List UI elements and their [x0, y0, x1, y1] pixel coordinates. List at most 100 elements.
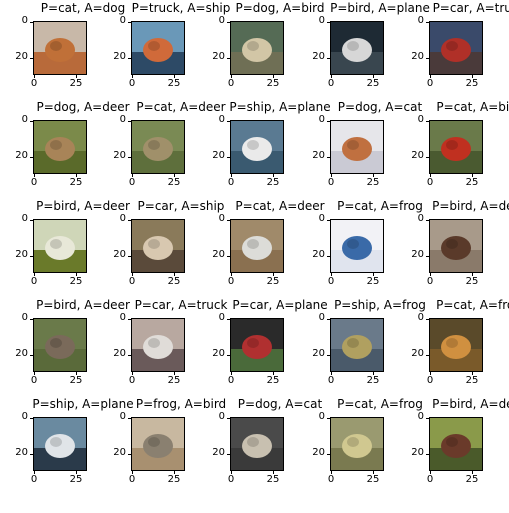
y-tick-label: 20: [15, 51, 28, 62]
y-tick-mark: [128, 355, 131, 356]
x-tick-label: 25: [266, 474, 280, 485]
y-tick-mark: [30, 157, 33, 158]
x-tick-mark: [132, 372, 133, 375]
y-tick-mark: [227, 157, 230, 158]
x-tick-label: 25: [366, 474, 380, 485]
x-tick-mark: [34, 75, 35, 78]
y-tick-label: 0: [417, 213, 424, 224]
y-tick-label: 20: [212, 249, 225, 260]
x-tick-mark: [430, 75, 431, 78]
image-thumbnail: [429, 120, 483, 174]
y-tick-label: 0: [21, 411, 28, 422]
x-tick-label: 0: [128, 177, 136, 188]
x-tick-label: 0: [426, 177, 434, 188]
x-tick-label: 25: [366, 375, 380, 386]
x-tick-label: 0: [128, 474, 136, 485]
x-tick-label: 0: [128, 78, 136, 89]
x-tick-label: 0: [30, 177, 38, 188]
y-tick-mark: [426, 355, 429, 356]
y-tick-label: 20: [411, 249, 424, 260]
y-tick-mark: [327, 22, 330, 23]
x-tick-label: 0: [426, 474, 434, 485]
y-tick-label: 0: [318, 114, 325, 125]
x-tick-mark: [430, 372, 431, 375]
subplot-title: P=car, A=truck: [134, 298, 228, 312]
x-tick-mark: [331, 372, 332, 375]
subplot-title: P=ship, A=plane: [229, 100, 331, 114]
y-tick-mark: [30, 319, 33, 320]
x-tick-mark: [430, 273, 431, 276]
image-subplot: P=ship, A=frog 0 20 0 25: [312, 298, 430, 414]
image-thumbnail: [429, 21, 483, 75]
x-tick-mark: [331, 273, 332, 276]
y-tick-label: 20: [312, 51, 325, 62]
subplot-title: P=cat, A=dog: [40, 1, 126, 15]
x-tick-label: 25: [69, 474, 83, 485]
y-tick-label: 0: [417, 411, 424, 422]
subplot-title: P=dog, A=cat: [337, 100, 423, 114]
y-tick-label: 0: [119, 312, 126, 323]
image-thumbnail: [230, 120, 284, 174]
image-subplot: P=ship, A=plane 0 20 0 25: [15, 397, 133, 513]
x-tick-label: 0: [327, 78, 335, 89]
x-tick-mark: [76, 471, 77, 474]
image-thumbnail: [429, 318, 483, 372]
x-tick-label: 25: [465, 78, 479, 89]
x-tick-mark: [273, 75, 274, 78]
y-tick-mark: [128, 22, 131, 23]
y-tick-label: 20: [113, 51, 126, 62]
y-tick-mark: [30, 22, 33, 23]
x-tick-label: 25: [167, 177, 181, 188]
y-tick-mark: [227, 319, 230, 320]
x-tick-label: 25: [465, 177, 479, 188]
x-tick-label: 25: [266, 276, 280, 287]
y-tick-mark: [128, 220, 131, 221]
y-tick-label: 20: [312, 348, 325, 359]
y-tick-label: 20: [312, 249, 325, 260]
x-tick-mark: [472, 273, 473, 276]
image-subplot: P=cat, A=deer 0 20 0 25: [212, 199, 330, 315]
x-tick-mark: [373, 471, 374, 474]
x-tick-label: 25: [69, 177, 83, 188]
image-thumbnail: [330, 120, 384, 174]
image-thumbnail: [33, 318, 87, 372]
subplot-title: P=dog, A=cat: [237, 397, 323, 411]
y-tick-mark: [128, 256, 131, 257]
image-thumbnail: [131, 318, 185, 372]
y-tick-mark: [128, 454, 131, 455]
x-tick-label: 0: [227, 375, 235, 386]
subplot-title: P=dog, A=deer: [36, 100, 130, 114]
y-tick-mark: [426, 22, 429, 23]
x-tick-label: 25: [465, 276, 479, 287]
x-tick-mark: [430, 174, 431, 177]
y-tick-label: 0: [417, 114, 424, 125]
x-tick-mark: [174, 273, 175, 276]
y-tick-label: 0: [21, 15, 28, 26]
y-tick-mark: [426, 121, 429, 122]
x-tick-label: 0: [426, 78, 434, 89]
y-tick-mark: [30, 256, 33, 257]
x-tick-mark: [34, 471, 35, 474]
y-tick-mark: [426, 418, 429, 419]
y-tick-label: 0: [318, 15, 325, 26]
image-thumbnail: [33, 417, 87, 471]
y-tick-mark: [30, 121, 33, 122]
y-tick-label: 0: [119, 213, 126, 224]
y-tick-mark: [227, 418, 230, 419]
x-tick-label: 0: [327, 375, 335, 386]
x-tick-label: 0: [227, 276, 235, 287]
image-subplot: P=cat, A=deer 0 20 0 25: [113, 100, 231, 216]
subplot-title: P=cat, A=frog: [337, 199, 423, 213]
y-tick-label: 0: [417, 312, 424, 323]
x-tick-label: 25: [167, 276, 181, 287]
y-tick-label: 20: [212, 447, 225, 458]
x-tick-mark: [34, 372, 35, 375]
image-subplot: P=cat, A=bird 0 20 0 25: [411, 100, 509, 216]
x-tick-label: 0: [327, 474, 335, 485]
image-thumbnail: [33, 21, 87, 75]
y-tick-mark: [128, 121, 131, 122]
image-thumbnail: [131, 417, 185, 471]
x-tick-mark: [331, 174, 332, 177]
